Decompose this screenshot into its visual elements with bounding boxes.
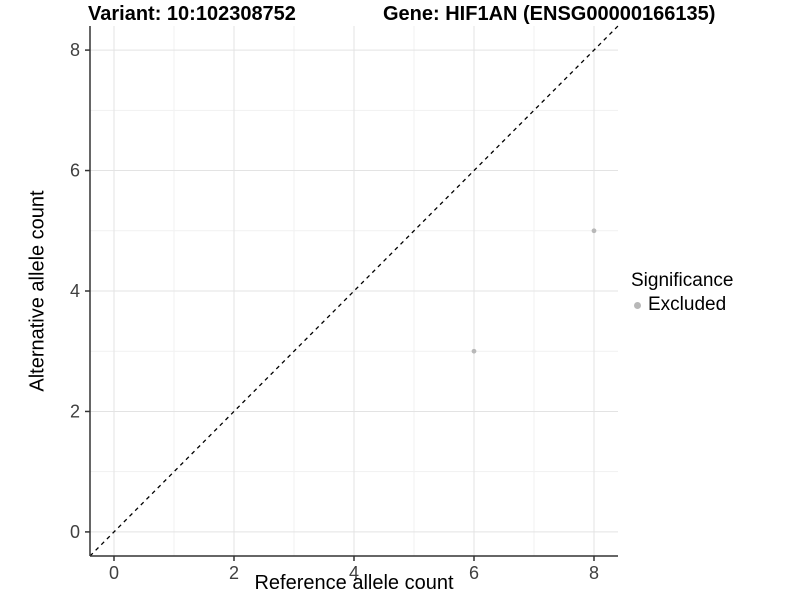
gene-title: Gene: HIF1AN (ENSG00000166135) [383, 3, 716, 25]
legend-entry-excluded: Excluded [631, 294, 796, 316]
y-tick-label: 2 [70, 401, 80, 421]
x-tick-label: 4 [349, 563, 359, 583]
variant-title: Variant: 10:102308752 [88, 3, 296, 25]
y-tick-label: 8 [70, 40, 80, 60]
x-tick-label: 0 [109, 563, 119, 583]
y-tick-label: 0 [70, 522, 80, 542]
legend-entry-label: Excluded [648, 294, 727, 315]
y-tick-label: 4 [70, 281, 80, 301]
x-axis-label: Reference allele count [254, 572, 454, 594]
legend: Significance Excluded [631, 270, 796, 316]
x-tick-label: 8 [589, 563, 599, 583]
data-point [591, 228, 597, 234]
data-point [471, 348, 477, 354]
y-axis-label: Alternative allele count [26, 190, 49, 392]
y-tick-label: 6 [70, 161, 80, 181]
x-tick-label: 2 [229, 563, 239, 583]
excluded-point-icon [634, 301, 641, 309]
x-tick-label: 6 [469, 563, 479, 583]
legend-title: Significance [631, 270, 734, 291]
